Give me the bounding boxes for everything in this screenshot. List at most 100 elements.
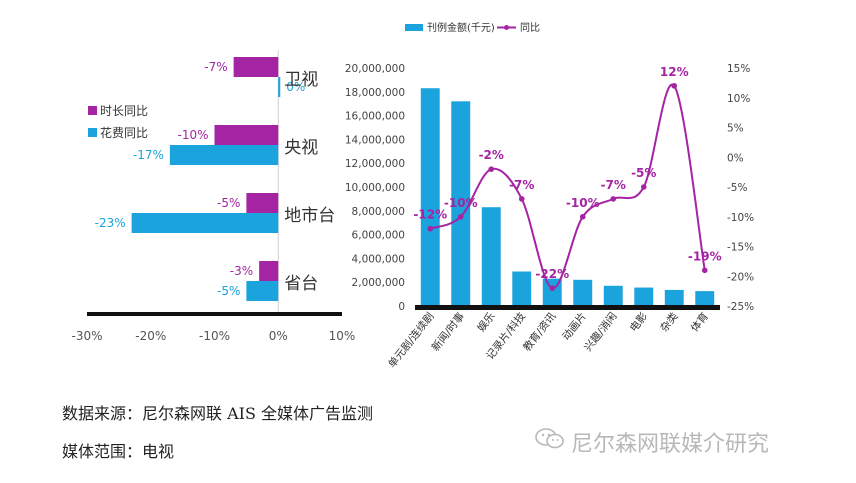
right-y-tick-right: -20% (727, 271, 754, 283)
left-category-label: 地市台 (284, 206, 335, 226)
right-category-label: 动画片 (559, 310, 589, 343)
right-line-label: -5% (631, 166, 656, 180)
left-category-label: 卫视 (284, 70, 318, 90)
right-y-tick-left: 6,000,000 (352, 230, 405, 242)
right-legend-swatch-line-point (504, 25, 509, 30)
right-bar (573, 279, 593, 306)
left-data-label: -7% (204, 60, 227, 74)
right-y-tick-left: 18,000,000 (345, 87, 405, 99)
right-y-tick-left: 2,000,000 (352, 277, 405, 289)
wechat-icon (535, 427, 565, 457)
left-data-label: -17% (133, 148, 164, 162)
left-x-tick: -20% (135, 329, 166, 343)
right-line-point (457, 213, 464, 220)
right-bar (664, 289, 684, 306)
right-line-point (610, 196, 617, 202)
left-data-label: 0% (286, 80, 305, 94)
left-data-label: -10% (177, 128, 208, 142)
right-line-label: -7% (601, 178, 626, 192)
right-category-label: 电影 (627, 309, 650, 334)
right-y-tick-right: 15% (727, 63, 750, 75)
right-category-label: 体育 (688, 310, 711, 335)
left-category-label: 央视 (284, 138, 318, 158)
right-legend-swatch-bar (405, 24, 423, 31)
right-y-tick-right: -15% (727, 242, 754, 254)
right-y-tick-left: 16,000,000 (345, 111, 405, 123)
right-y-tick-left: 8,000,000 (352, 206, 405, 218)
right-legend-label-line: 同比 (520, 22, 540, 34)
left-data-label: -5% (217, 196, 240, 210)
right-y-tick-left: 12,000,000 (345, 158, 405, 170)
right-y-tick-right: -5% (727, 182, 747, 194)
left-bar-duration (259, 261, 279, 281)
right-y-tick-right: -10% (727, 212, 754, 224)
right-bar (603, 285, 623, 306)
right-line-point (518, 196, 525, 202)
right-line-label: -10% (444, 196, 478, 210)
media-scope-note: 媒体范围：电视 (62, 442, 175, 461)
left-bar-duration (233, 57, 279, 77)
watermark-text: 尼尔森网联媒介研究 (571, 432, 770, 457)
right-bar (634, 287, 654, 306)
right-line-point (701, 267, 708, 274)
left-x-tick: 10% (329, 329, 356, 343)
right-line-label: -22% (535, 267, 569, 281)
left-x-tick: -30% (71, 329, 102, 343)
right-y-tick-left: 0 (398, 301, 405, 313)
right-y-tick-right: 10% (727, 93, 750, 105)
left-legend-label: 花费同比 (100, 125, 148, 140)
watermark: 尼尔森网联媒介研究 (535, 426, 769, 458)
left-bar-spend (278, 77, 281, 97)
right-y-tick-left: 4,000,000 (352, 253, 405, 265)
left-legend-label: 时长同比 (100, 104, 148, 118)
left-x-axis (87, 312, 342, 316)
right-bar (695, 291, 715, 306)
data-source-note: 数据来源：尼尔森网联 AIS 全媒体广告监测 (62, 404, 374, 423)
right-line-point (640, 184, 647, 190)
right-category-label: 教育/资讯 (520, 309, 559, 353)
right-line-label: -19% (688, 249, 722, 263)
left-x-tick: -10% (199, 329, 230, 343)
right-line-point (549, 285, 556, 291)
right-category-label: 杂类 (657, 309, 680, 334)
left-data-label: -5% (217, 284, 240, 298)
right-category-label: 单元剧/连续剧 (385, 310, 436, 370)
right-line-point (427, 225, 434, 232)
right-line-label: 12% (660, 65, 689, 79)
left-bar-spend (246, 281, 279, 301)
left-bar-duration (214, 125, 279, 145)
left-legend-swatch (88, 106, 97, 115)
right-line-label: -12% (413, 208, 447, 222)
left-bar-spend (169, 145, 279, 165)
right-y-tick-right: 0% (727, 152, 744, 164)
left-x-tick: 0% (269, 329, 288, 343)
right-y-tick-left: 20,000,000 (345, 63, 405, 75)
left-bar-spend (131, 213, 279, 233)
right-line-label: -10% (566, 196, 600, 210)
right-y-tick-left: 10,000,000 (345, 182, 405, 194)
left-category-label: 省台 (284, 274, 318, 294)
right-y-tick-right: 5% (727, 123, 744, 135)
right-line-point (579, 213, 586, 220)
right-line-point (671, 83, 678, 89)
left-data-label: -3% (230, 264, 253, 278)
right-yoy-line (429, 83, 706, 290)
left-legend-swatch (88, 128, 97, 137)
right-line-point (488, 166, 495, 172)
right-category-label: 新闻/时事 (429, 309, 468, 353)
right-y-tick-right: -25% (727, 301, 754, 313)
chart-canvas: -7%0%卫视-10%-17% 央视-5%-23% 地市台-3%-5% 省台-30% -… (71, 21, 754, 370)
right-y-tick-left: 14,000,000 (345, 134, 405, 146)
left-bar-duration (246, 193, 279, 213)
right-bar (451, 101, 471, 306)
right-bar (512, 271, 532, 306)
right-legend-label-bar: 刊例金额(千元) (427, 21, 495, 34)
left-data-label: -23% (95, 216, 126, 230)
right-bar (420, 88, 440, 306)
right-line-label: -2% (479, 148, 504, 162)
right-category-label: 娱乐 (474, 309, 497, 334)
right-bar (481, 207, 501, 306)
right-line-label: -7% (509, 178, 534, 192)
right-x-axis (415, 305, 720, 310)
